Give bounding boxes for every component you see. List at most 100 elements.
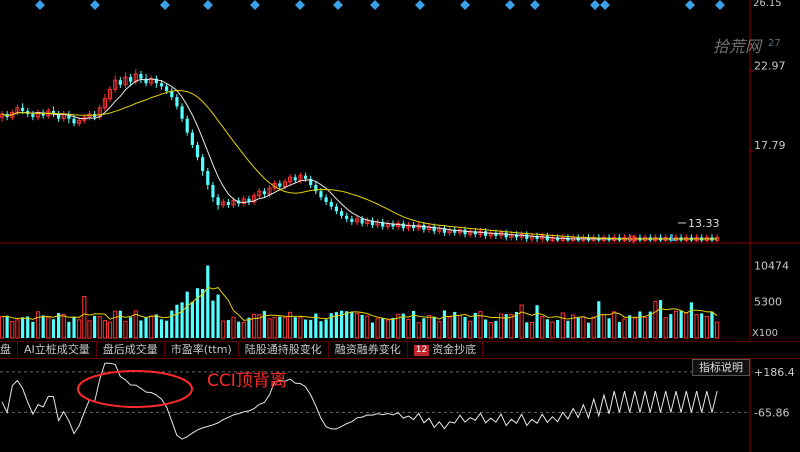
candle xyxy=(226,198,230,209)
candle xyxy=(509,231,514,241)
volume-bar xyxy=(570,314,576,339)
candle xyxy=(365,217,370,227)
volume-bar xyxy=(494,320,498,338)
event-marker-icon xyxy=(505,0,515,10)
volume-bar xyxy=(97,316,102,339)
candle-body xyxy=(221,201,226,206)
volume-bar xyxy=(165,320,169,338)
candle xyxy=(298,172,303,184)
candle xyxy=(473,228,477,238)
volume-bar xyxy=(262,310,266,338)
candle xyxy=(56,110,61,122)
candle xyxy=(581,234,586,242)
candle xyxy=(170,87,174,101)
candle xyxy=(658,234,663,242)
event-marker-icon xyxy=(370,0,380,10)
volume-bar xyxy=(149,315,154,339)
candle-body xyxy=(77,119,82,124)
volume-bar xyxy=(35,311,41,339)
volume-bar xyxy=(247,317,251,338)
volume-bar xyxy=(15,319,20,339)
candle xyxy=(257,188,262,199)
candle-body xyxy=(129,77,133,82)
candle-body xyxy=(257,190,262,197)
volume-bar xyxy=(556,319,560,338)
price-top-label: 26.15 xyxy=(753,0,782,9)
candle-body xyxy=(252,195,257,203)
cci-divergence-annotation: CCI顶背离 xyxy=(207,371,287,391)
volume-bar xyxy=(72,316,76,338)
candle-body xyxy=(41,112,45,116)
candle xyxy=(252,192,257,206)
volume-bar xyxy=(457,314,462,339)
volume-bar xyxy=(252,313,257,339)
volume-bar xyxy=(226,319,230,338)
volume-bar xyxy=(123,320,128,339)
candle xyxy=(334,203,339,215)
candle-body xyxy=(550,236,555,241)
volume-bar xyxy=(298,316,303,339)
volume-bar xyxy=(385,319,390,339)
candle xyxy=(447,226,452,236)
event-marker-icon xyxy=(35,0,45,10)
candle xyxy=(0,110,5,122)
tab-after-hours-volume[interactable]: 盘后成交量 xyxy=(97,342,165,358)
volume-bar xyxy=(309,319,313,338)
volume-bar xyxy=(133,310,138,339)
volume-bar xyxy=(437,321,442,339)
volume-bar xyxy=(576,317,580,338)
volume-bar xyxy=(463,316,467,338)
volume-bar xyxy=(354,312,360,339)
candle xyxy=(710,234,714,242)
candle-body xyxy=(185,118,189,133)
candle xyxy=(689,234,694,242)
volume-bar xyxy=(689,302,694,338)
candle-body xyxy=(484,231,488,236)
candle-body xyxy=(159,83,164,87)
indicator-help-button[interactable]: 指标说明 xyxy=(692,359,750,376)
volume-bar xyxy=(411,310,416,338)
volume-bar xyxy=(350,312,354,338)
volume-bar xyxy=(607,318,611,338)
event-marker-icon xyxy=(295,0,305,10)
tab-northbound-holding[interactable]: 陆股通持股变化 xyxy=(239,342,329,358)
volume-bar xyxy=(370,322,375,338)
volume-bar xyxy=(597,301,601,338)
volume-bar xyxy=(267,318,272,339)
candle-body xyxy=(113,79,118,90)
candle xyxy=(309,175,313,189)
candle-body xyxy=(56,114,61,119)
tab-pan[interactable]: 盘 xyxy=(0,342,18,358)
volume-bar xyxy=(272,316,277,339)
tab-capital-bottom[interactable]: 12 资金抄底 xyxy=(408,342,484,358)
volume-bar xyxy=(509,314,514,339)
tab-pe-ttm[interactable]: 市盈率(ttm) xyxy=(165,342,239,358)
candle xyxy=(638,234,642,242)
volume-bar xyxy=(221,320,226,339)
candle-body xyxy=(324,197,328,202)
candle-body xyxy=(329,201,333,207)
volume-bar xyxy=(694,314,699,339)
candle xyxy=(154,75,158,88)
volume-bar xyxy=(314,313,318,338)
candle-body xyxy=(288,176,293,183)
candle xyxy=(700,234,704,242)
candle xyxy=(406,221,411,232)
candle xyxy=(159,80,164,90)
volume-bar xyxy=(154,314,158,338)
volume-bar xyxy=(638,311,642,338)
candle-body xyxy=(350,218,354,222)
event-marker-icon xyxy=(415,0,425,10)
candle-body xyxy=(463,229,467,235)
indicator-tab-bar: 盘 AI立桩成交量 盘后成交量 市盈率(ttm) 陆股通持股变化 融资融券变化 … xyxy=(0,341,800,359)
candle xyxy=(211,181,215,202)
candle xyxy=(432,223,436,235)
tab-margin-change[interactable]: 融资融券变化 xyxy=(329,342,408,358)
candle xyxy=(293,174,297,184)
ma-yellow-line xyxy=(1,89,718,240)
candle xyxy=(97,104,102,121)
volume-bar xyxy=(529,322,535,339)
event-marker-icon xyxy=(203,0,213,10)
volume-bar xyxy=(422,318,426,338)
tab-ai-volume[interactable]: AI立桩成交量 xyxy=(18,342,97,358)
